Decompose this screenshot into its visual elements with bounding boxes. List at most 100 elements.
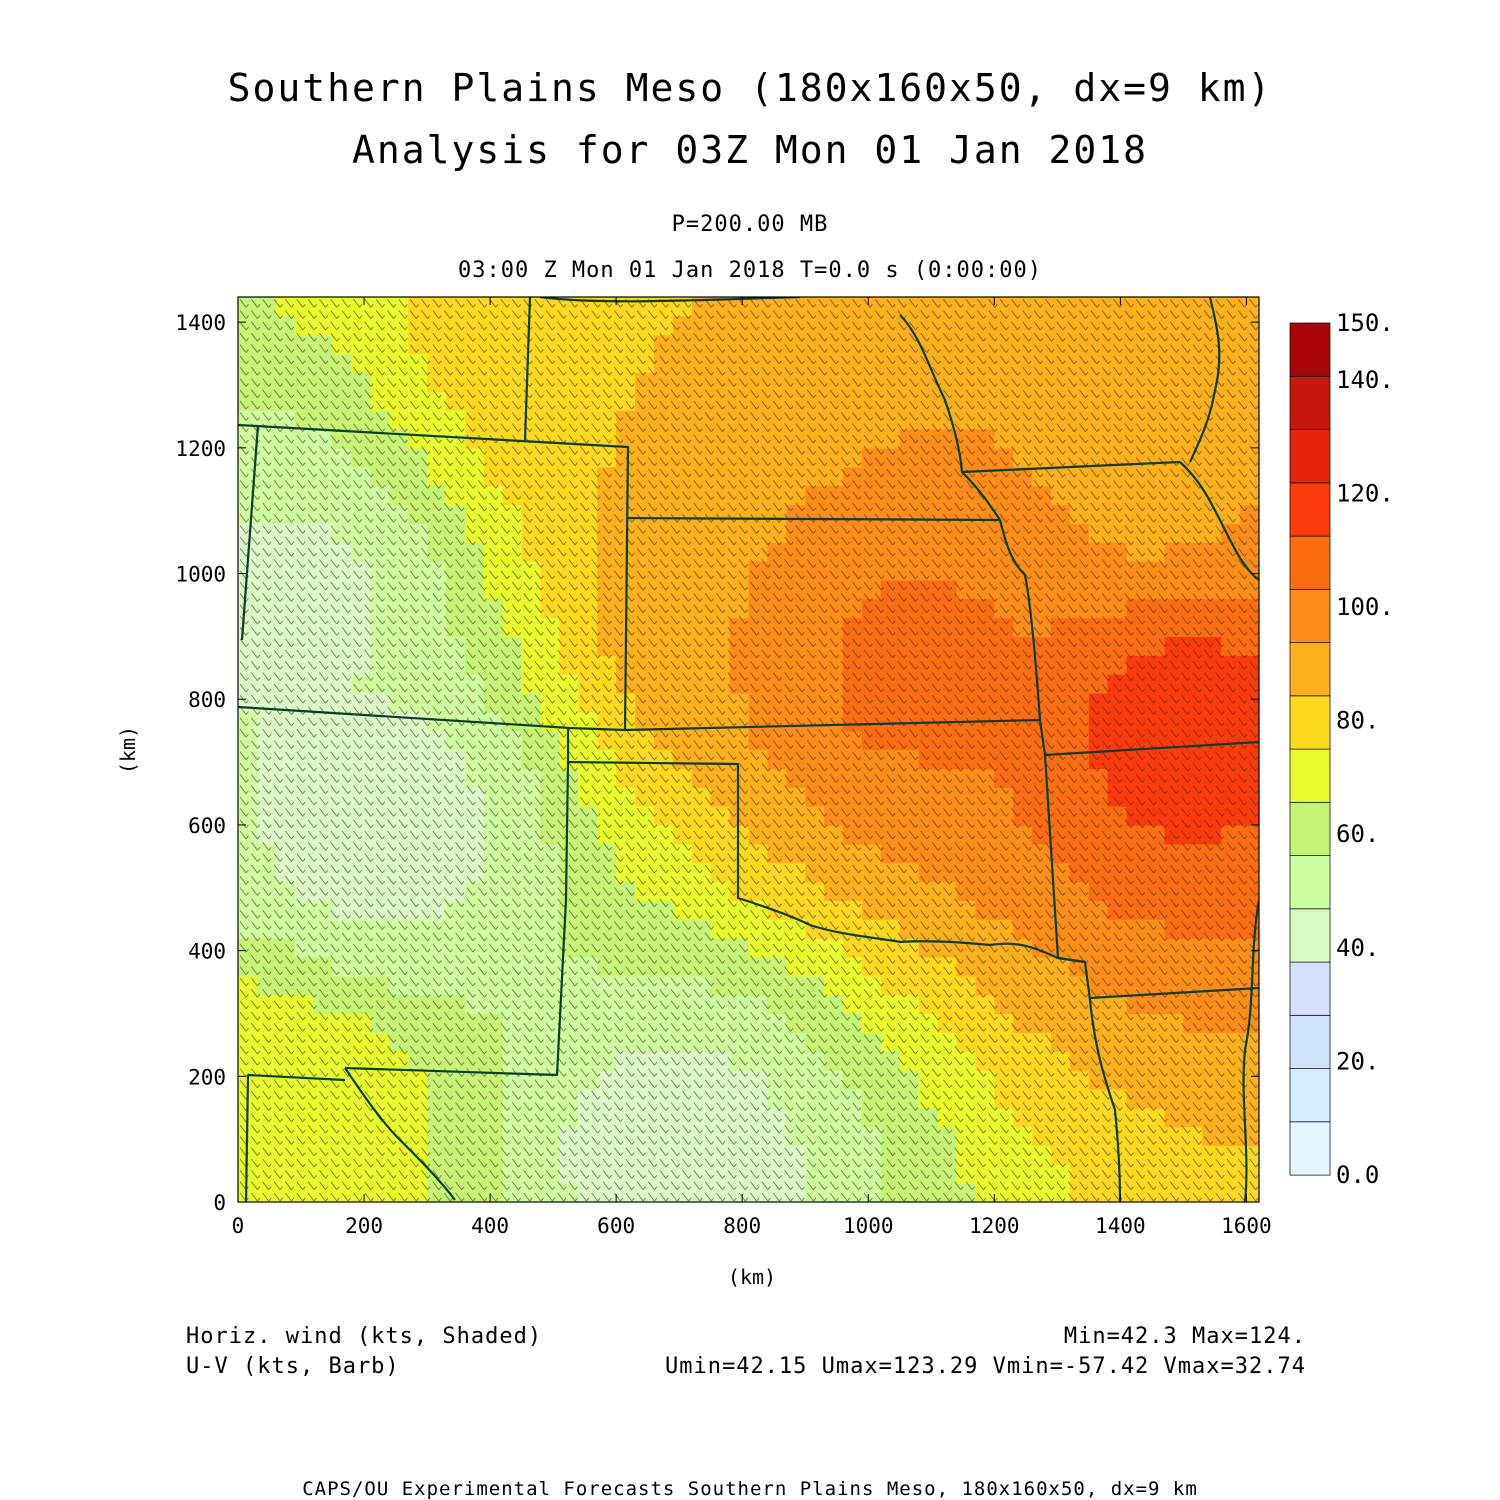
shading-cell <box>275 466 296 487</box>
shading-cell <box>937 1183 958 1202</box>
shading-cell <box>1107 485 1128 505</box>
shading-cell <box>370 372 390 392</box>
shading-cell <box>559 1145 579 1165</box>
colorbar-swatch <box>1289 748 1331 803</box>
shading-cell <box>332 938 352 958</box>
shading-cell <box>1164 1051 1184 1071</box>
shading-cell <box>1051 1013 1071 1033</box>
shading-cell <box>1051 787 1071 807</box>
shading-cell <box>313 749 334 769</box>
shading-cell <box>540 523 560 543</box>
shading-cell <box>427 485 447 505</box>
shading-cell <box>521 429 542 449</box>
shading-cell <box>1221 787 1241 807</box>
shading-cell <box>256 881 277 901</box>
shading-cell <box>275 297 296 317</box>
shading-cell <box>843 881 863 901</box>
shading-cell <box>1221 768 1241 788</box>
shading-cell <box>483 334 504 355</box>
shading-cell <box>389 542 409 562</box>
shading-cell <box>899 824 920 845</box>
shading-cell <box>275 1145 296 1165</box>
shading-cell <box>843 824 863 845</box>
shading-cell <box>389 881 409 901</box>
shading-cell <box>880 881 901 901</box>
shading-cell <box>275 881 296 901</box>
shading-cell <box>597 711 617 732</box>
shading-cell <box>994 900 1014 920</box>
shading-cell <box>843 1051 863 1071</box>
shading-cell <box>654 768 674 788</box>
shading-cell <box>578 881 598 901</box>
shading-cell <box>294 1164 315 1184</box>
shading-cell <box>559 768 579 788</box>
shading-cell <box>654 447 674 468</box>
shading-cell <box>313 1013 334 1033</box>
shading-cell <box>994 353 1014 374</box>
shading-cell <box>427 353 447 374</box>
shading-cell <box>1051 561 1071 581</box>
shading-cell <box>710 692 731 713</box>
shading-cell <box>370 900 390 920</box>
shading-cell <box>654 824 674 845</box>
shading-cell <box>1221 504 1241 524</box>
shading-cell <box>1164 353 1184 374</box>
shading-cell <box>1107 655 1128 675</box>
shading-cell <box>1051 297 1071 317</box>
shading-cell <box>597 730 617 751</box>
shading-cell <box>578 1013 598 1033</box>
shading-cell <box>559 1051 579 1071</box>
shading-cell <box>427 674 447 694</box>
shading-cell <box>1183 938 1203 958</box>
shading-cell <box>1051 1145 1071 1165</box>
shading-cell <box>389 1032 409 1052</box>
shading-cell <box>1221 862 1241 883</box>
shading-cell <box>710 1164 731 1184</box>
shading-cell <box>446 353 466 374</box>
shading-cell <box>370 485 390 505</box>
y-tick-label: 0 <box>213 1191 226 1215</box>
shading-cell <box>1126 938 1147 958</box>
shading-cell <box>238 447 258 468</box>
shading-cell <box>256 674 277 694</box>
shading-cell <box>937 504 958 524</box>
shading-cell <box>1183 485 1203 505</box>
shading-cell <box>540 862 560 883</box>
shading-cell <box>654 1032 674 1052</box>
shading-cell <box>502 523 523 543</box>
shading-cell <box>767 938 787 958</box>
shading-cell <box>256 391 277 411</box>
shading-cell <box>446 410 466 430</box>
shading-cell <box>1164 504 1184 524</box>
shading-cell <box>994 938 1014 958</box>
shading-cell <box>275 806 296 826</box>
shading-cell <box>767 542 787 562</box>
shading-cell <box>389 824 409 845</box>
shading-cell <box>502 1051 523 1071</box>
shading-cell <box>937 862 958 883</box>
shading-cell <box>824 1032 844 1052</box>
shading-cell <box>238 1164 258 1184</box>
shading-cell <box>294 447 315 468</box>
shading-cell <box>1221 1070 1241 1090</box>
shading-cell <box>880 787 901 807</box>
shading-cell <box>937 1126 958 1147</box>
x-axis-label: (km) <box>728 1265 776 1289</box>
shading-cell <box>256 466 277 487</box>
shading-cell <box>937 447 958 468</box>
shading-cell <box>464 655 485 675</box>
shading-cell <box>578 938 598 958</box>
shading-cell <box>672 938 693 958</box>
shading-cell <box>1051 466 1071 487</box>
shading-cell <box>540 429 560 449</box>
shading-cell <box>559 485 579 505</box>
shading-cell <box>956 485 976 505</box>
shading-cell <box>294 843 315 864</box>
shading-cell <box>1164 410 1184 430</box>
shading-cell <box>559 429 579 449</box>
shading-cell <box>994 636 1014 656</box>
shading-cell <box>521 1051 542 1071</box>
shading-cell <box>672 542 693 562</box>
shading-cell <box>994 410 1014 430</box>
shading-cell <box>256 353 277 374</box>
